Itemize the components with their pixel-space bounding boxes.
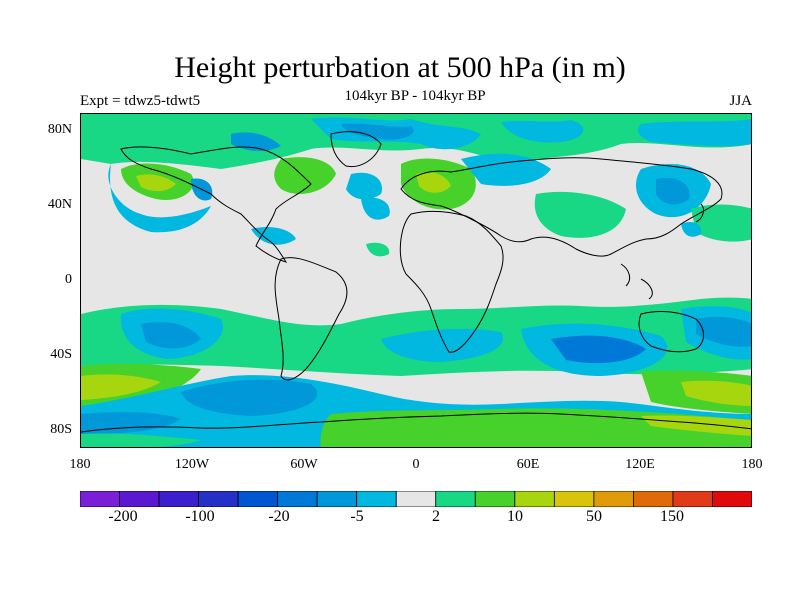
colorbar-swatches (80, 491, 752, 507)
colorbar-swatch (474, 491, 516, 507)
colorbar-swatch (198, 491, 239, 507)
lat-label-80n: 80N (47, 122, 72, 137)
colorbar-label-150: 150 (660, 508, 684, 525)
colorbar-label-minus-5: -5 (350, 508, 364, 525)
experiment-label: Expt = tdwz5-tdwt5 (80, 93, 201, 109)
colorbar-swatch (356, 491, 397, 507)
colorbar-swatch (80, 491, 120, 507)
map-title: Height perturbation at 500 hPa (in m) (174, 51, 626, 84)
colorbar-swatch (395, 491, 437, 507)
colorbar-swatch (672, 491, 713, 507)
lon-label-120e: 120E (625, 457, 655, 472)
lat-label-0: 0 (65, 272, 72, 287)
southern-anomalies (81, 297, 751, 447)
colorbar-swatch (237, 491, 279, 507)
colorbar-swatch (158, 491, 199, 507)
colorbar-label-minus-200: -200 (108, 508, 138, 525)
lat-label-40s: 40S (50, 347, 72, 362)
lon-label-180e: 180 (741, 457, 763, 472)
colorbar-swatch (514, 491, 555, 507)
colorbar-label-10: 10 (507, 508, 523, 525)
colorbar-swatch (633, 491, 674, 507)
lon-label-60e: 60E (516, 457, 540, 472)
colorbar-swatch (277, 491, 318, 507)
lon-label-0: 0 (412, 457, 420, 472)
colorbar-label-2: 2 (432, 508, 440, 525)
lon-label-60w: 60W (290, 457, 318, 472)
northern-anomalies (81, 114, 751, 257)
lon-label-180w: 180 (69, 457, 91, 472)
colorbar-swatch (712, 491, 752, 507)
colorbar-swatch (119, 491, 160, 507)
colorbar-swatch (593, 491, 634, 507)
colorbar (80, 491, 752, 507)
coastlines (81, 131, 751, 433)
colorbar-label-minus-100: -100 (185, 508, 215, 525)
colorbar-swatch (553, 491, 595, 507)
colorbar-label-50: 50 (586, 508, 602, 525)
lon-label-120w: 120W (174, 457, 210, 472)
map-subtitle: 104kyr BP - 104kyr BP (344, 88, 486, 104)
map-canvas (81, 114, 751, 447)
lat-label-40n: 40N (47, 197, 72, 212)
colorbar-label-minus-20: -20 (268, 508, 290, 525)
height-perturbation-map (80, 113, 752, 448)
colorbar-swatch (435, 491, 476, 507)
season-label: JJA (729, 93, 752, 109)
lat-label-80s: 80S (50, 422, 72, 437)
colorbar-swatch (316, 491, 358, 507)
